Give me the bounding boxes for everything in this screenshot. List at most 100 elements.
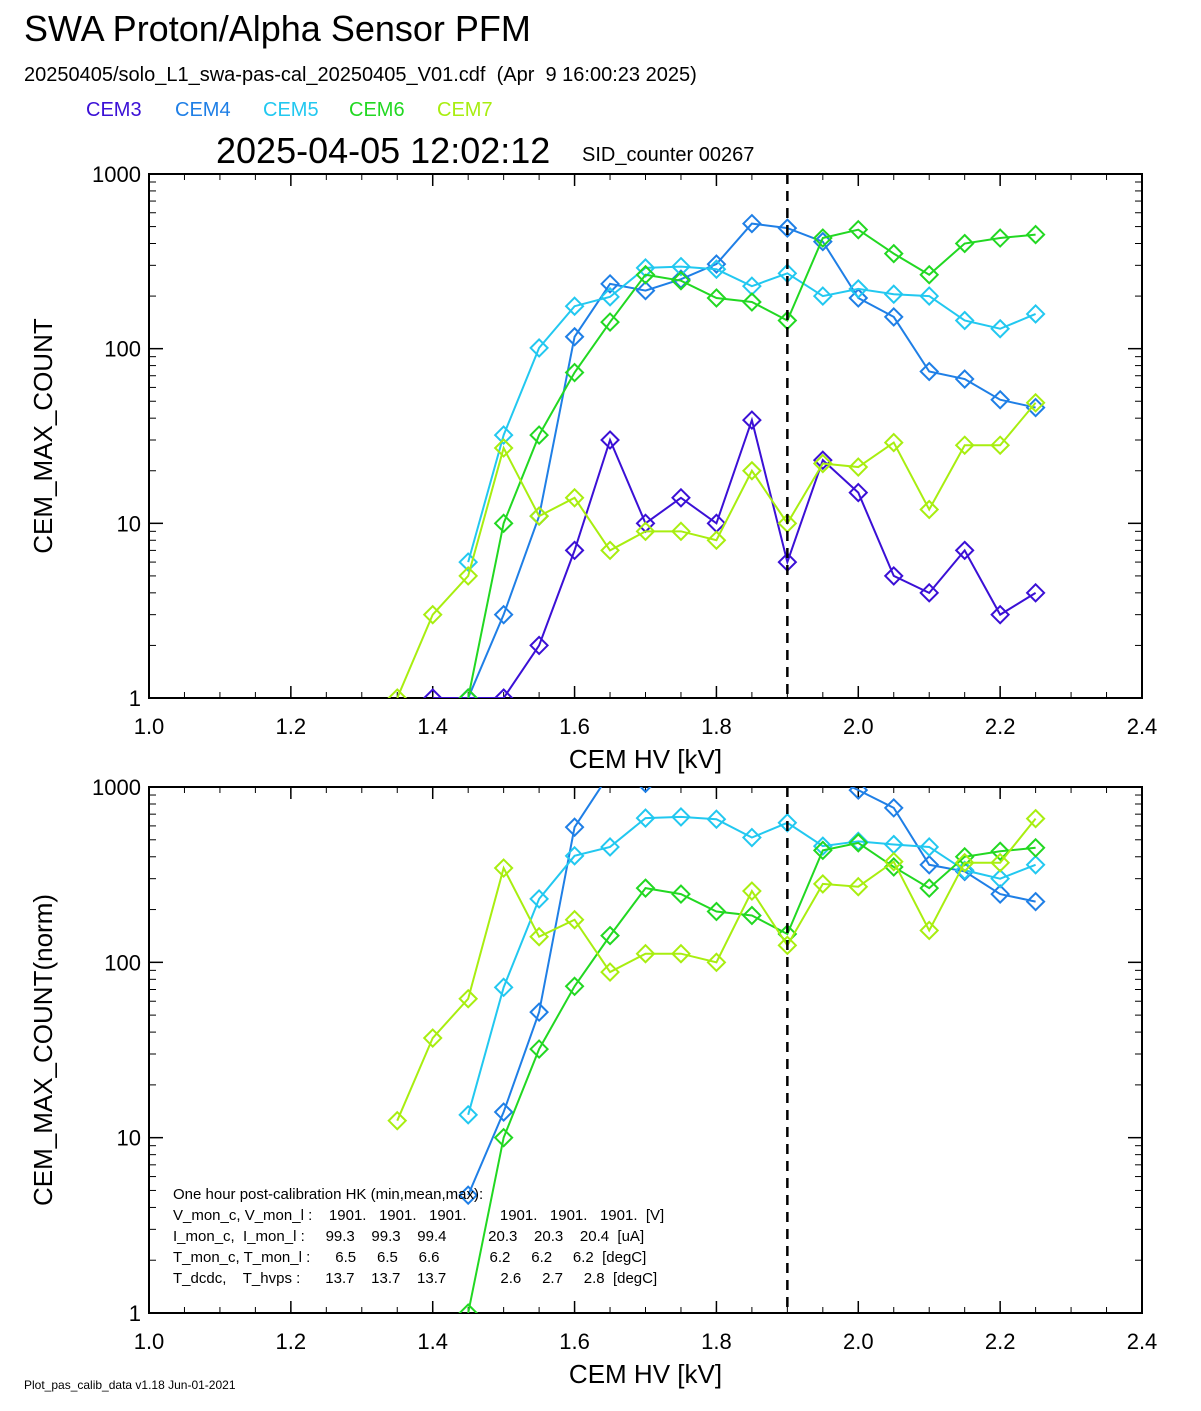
data-point-cem4 — [600, 273, 620, 294]
data-point-cem4 — [635, 280, 656, 301]
legend-item-cem6: CEM6 — [349, 99, 405, 121]
x-tick-label: 2.4 — [1127, 714, 1158, 739]
data-point-cem4 — [954, 369, 975, 389]
data-point-cem5 — [812, 286, 833, 307]
hk-line-header: One hour post-calibration HK (min,mean,m… — [173, 1186, 483, 1203]
data-point-cem7 — [635, 521, 656, 542]
data-point-cem5 — [1025, 304, 1046, 324]
y-tick-label: 10 — [117, 511, 141, 536]
data-point-cem4 — [743, 765, 760, 782]
data-point-cem4 — [883, 797, 904, 818]
data-point-cem4 — [1025, 891, 1046, 912]
data-point-cem6 — [990, 841, 1011, 862]
data-point-cem4 — [671, 269, 691, 290]
series-line-cem7 — [396, 402, 1037, 698]
data-point-cem7 — [493, 858, 514, 878]
sid-counter: SID_counter 00267 — [582, 144, 755, 166]
data-point-cem7 — [741, 460, 762, 481]
data-point-cem4 — [777, 218, 798, 239]
data-point-cem7 — [458, 988, 479, 1009]
series-line-cem6 — [467, 228, 1036, 698]
data-point-cem7 — [671, 521, 691, 542]
data-point-cem6 — [706, 288, 727, 308]
data-point-cem6 — [493, 513, 514, 534]
data-point-cem3 — [531, 765, 548, 782]
y-axis-title: CEM_MAX_COUNT — [28, 318, 58, 554]
data-point-cem6 — [529, 1039, 550, 1060]
data-point-cem4 — [848, 787, 869, 801]
data-point-cem7 — [387, 1110, 408, 1131]
data-point-cem3 — [779, 765, 796, 782]
series-layer — [387, 765, 1046, 1313]
data-point-cem4 — [919, 361, 940, 382]
y-tick-label: 1000 — [92, 775, 141, 800]
data-point-cem6 — [954, 846, 975, 867]
data-point-cem7 — [529, 506, 550, 527]
data-point-cem3 — [671, 487, 691, 508]
data-point-cem7 — [422, 1028, 443, 1048]
data-point-cem4 — [564, 326, 585, 347]
data-point-cem5 — [600, 286, 620, 307]
data-point-cem7 — [919, 499, 940, 520]
data-point-cem3 — [743, 765, 760, 782]
data-point-cem3 — [529, 635, 550, 656]
data-point-cem5 — [919, 837, 940, 857]
x-tick-label: 1.4 — [417, 1329, 448, 1354]
data-point-cem4 — [990, 389, 1011, 410]
data-point-cem7 — [812, 453, 833, 474]
data-point-cem5 — [919, 286, 940, 307]
data-point-cem4 — [741, 213, 762, 234]
data-point-cem3 — [883, 565, 904, 586]
data-point-cem5 — [954, 860, 975, 881]
data-point-cem7 — [883, 851, 904, 872]
data-point-cem5 — [564, 296, 585, 317]
data-point-cem3 — [600, 430, 620, 450]
y-axis-title: CEM_MAX_COUNT(norm) — [28, 894, 58, 1206]
data-point-cem3 — [990, 604, 1011, 625]
data-point-cem7 — [1025, 808, 1046, 829]
data-point-cem5 — [600, 837, 620, 857]
data-point-cem3 — [992, 765, 1009, 782]
data-point-cem3 — [460, 765, 477, 782]
footer-version: Plot_pas_calib_data v1.18 Jun-01-2021 — [24, 1378, 236, 1392]
data-point-cem6 — [954, 233, 975, 254]
data-point-cem5 — [990, 318, 1011, 339]
x-tick-label: 1.0 — [134, 1329, 165, 1354]
data-point-cem5 — [493, 977, 514, 998]
x-tick-label: 1.2 — [276, 714, 307, 739]
data-point-cem4 — [493, 604, 514, 625]
data-point-cem7 — [990, 852, 1011, 873]
x-tick-label: 2.2 — [985, 714, 1016, 739]
hk-line-t-dcdc: T_dcdc, T_hvps : 13.7 13.7 13.7 2.6 2.7 … — [173, 1270, 657, 1287]
data-point-cem7 — [422, 604, 443, 625]
x-tick-label: 1.6 — [559, 714, 590, 739]
data-point-cem6 — [600, 312, 620, 332]
data-point-cem7 — [600, 962, 620, 982]
series-line-cem3 — [432, 416, 1037, 698]
data-point-cem5 — [812, 836, 833, 857]
data-point-cem5 — [1025, 854, 1046, 875]
legend-item-cem4: CEM4 — [175, 99, 231, 121]
page-title: SWA Proton/Alpha Sensor PFM — [24, 8, 531, 49]
data-point-cem3 — [422, 688, 443, 698]
data-point-cem5 — [883, 284, 904, 305]
data-point-cem7 — [848, 457, 869, 477]
data-point-cem7 — [529, 926, 550, 947]
y-tick-label: 1 — [129, 1301, 141, 1326]
x-axis-title: CEM HV [kV] — [569, 744, 722, 774]
data-point-cem6 — [1025, 837, 1046, 858]
data-point-cem5 — [848, 278, 869, 299]
data-point-cem4 — [564, 817, 585, 838]
data-point-cem7 — [671, 943, 691, 964]
x-tick-label: 1.4 — [417, 714, 448, 739]
data-point-cem5 — [493, 425, 514, 446]
data-point-cem7 — [600, 540, 620, 561]
data-point-cem4 — [639, 787, 652, 794]
data-point-cem4 — [529, 1002, 550, 1023]
data-point-cem7 — [812, 874, 833, 894]
data-point-cem5 — [990, 868, 1011, 889]
data-point-cem6 — [883, 243, 904, 264]
x-axis-title: CEM HV [kV] — [569, 1359, 722, 1389]
y-tick-label: 10 — [117, 1126, 141, 1151]
data-point-cem6 — [635, 264, 656, 285]
